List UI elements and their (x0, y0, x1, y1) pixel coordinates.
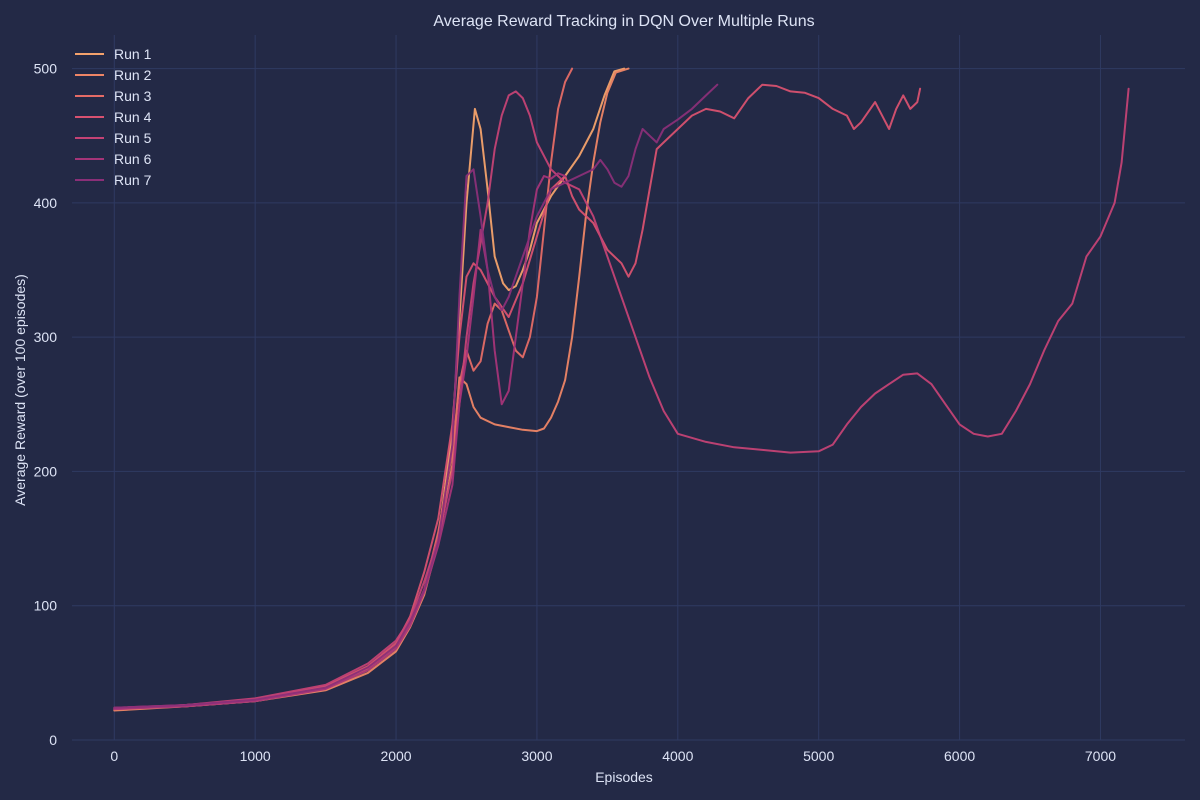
y-tick-label-0: 0 (49, 732, 57, 748)
legend: Run 1 Run 2 Run 3 Run 4 Run 5 Run 6 Run 7 (75, 46, 152, 188)
y-tick-label-3: 300 (34, 329, 58, 345)
chart-title: Average Reward Tracking in DQN Over Mult… (433, 13, 814, 30)
legend-label-run-1: Run 1 (114, 46, 152, 62)
x-tick-label-1: 1000 (240, 748, 271, 764)
series-line-run-7 (113, 83, 719, 709)
x-tick-label-2: 2000 (380, 748, 411, 764)
x-tick-label-4: 4000 (662, 748, 693, 764)
x-tick-label-6: 6000 (944, 748, 975, 764)
y-axis-title: Average Reward (over 100 episodes) (12, 274, 28, 506)
x-tick-label-5: 5000 (803, 748, 834, 764)
legend-label-run-2: Run 2 (114, 67, 152, 83)
x-tick-label-7: 7000 (1085, 748, 1116, 764)
tick-labels: 0 1000 2000 3000 4000 5000 6000 7000 0 100 200 300 4… (34, 61, 1117, 764)
legend-label-run-6: Run 6 (114, 151, 152, 167)
series-line-run-3 (113, 67, 574, 711)
series-line-run-6 (113, 172, 567, 711)
series-line-run-5 (113, 87, 1130, 709)
legend-label-run-4: Run 4 (114, 109, 152, 125)
legend-label-run-5: Run 5 (114, 130, 152, 146)
y-tick-label-2: 200 (34, 463, 58, 479)
grid-lines (72, 35, 1185, 741)
y-tick-label-5: 500 (34, 61, 58, 77)
series-lines (113, 67, 1130, 712)
series-line-run-4 (113, 83, 922, 711)
x-tick-label-0: 0 (110, 748, 118, 764)
y-tick-label-1: 100 (34, 598, 58, 614)
x-tick-label-3: 3000 (521, 748, 552, 764)
legend-label-run-3: Run 3 (114, 88, 152, 104)
legend-label-run-7: Run 7 (114, 172, 152, 188)
y-tick-label-4: 400 (34, 195, 58, 211)
x-axis-title: Episodes (595, 769, 653, 785)
